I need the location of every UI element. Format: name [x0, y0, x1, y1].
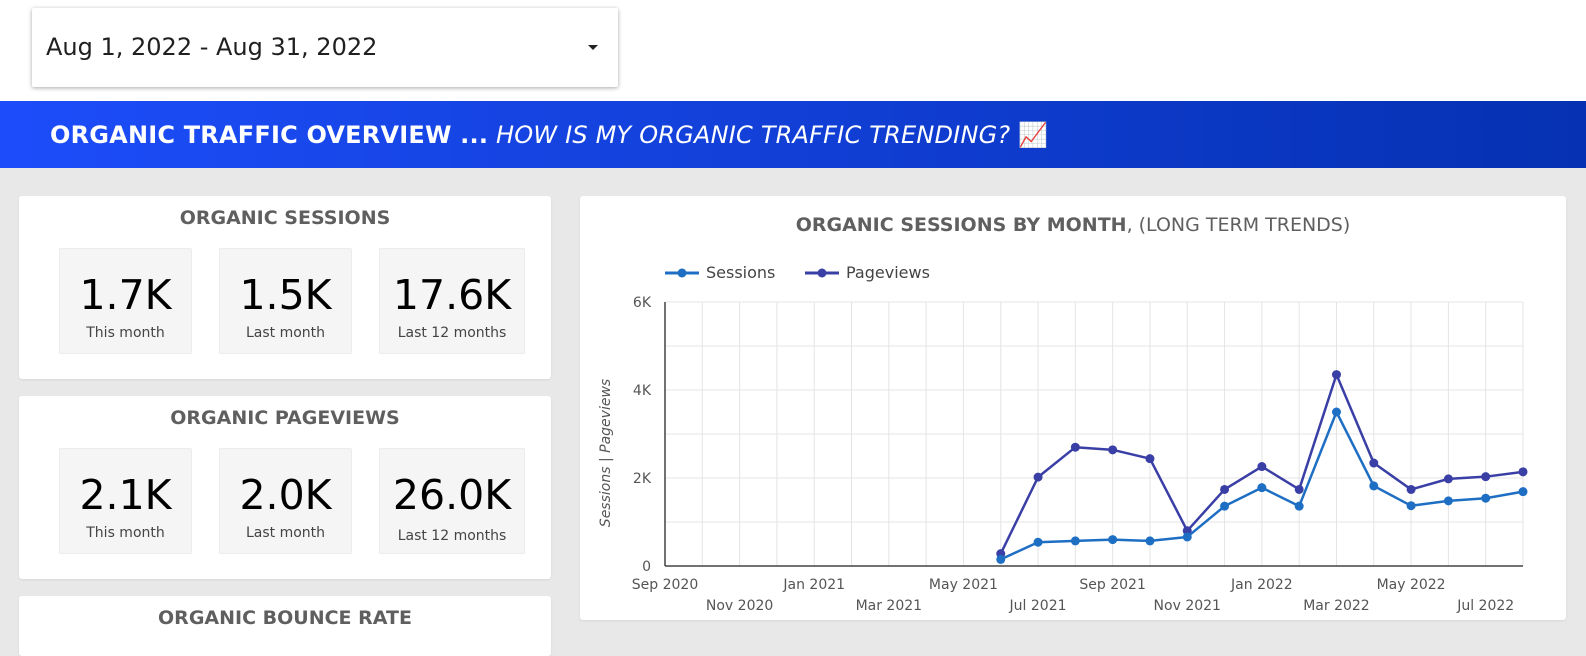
- card-title: ORGANIC SESSIONS: [179, 207, 391, 229]
- data-point-sessions: [1257, 483, 1267, 493]
- kpi-tile: 2.1K This month: [59, 448, 192, 554]
- legend-swatch-marker: [817, 268, 827, 278]
- y-tick-label: 0: [642, 559, 651, 575]
- data-point-pageviews: [1294, 484, 1304, 494]
- kpi-value: 26.0K: [392, 471, 512, 519]
- x-tick-label: Sep 2021: [1079, 577, 1145, 593]
- x-tick-label: Mar 2022: [1303, 598, 1370, 614]
- kpi-label: Last month: [245, 525, 326, 541]
- x-tick-label: Nov 2020: [706, 598, 773, 614]
- data-point-pageviews: [1108, 445, 1118, 455]
- sessions-by-month-chart-card: ORGANIC SESSIONS BY MONTH, (LONG TERM TR…: [580, 196, 1566, 620]
- y-axis-label: Sessions | Pageviews: [598, 379, 614, 527]
- data-point-pageviews: [1518, 467, 1528, 477]
- kpi-value: 2.0K: [239, 471, 332, 519]
- data-point-pageviews: [1331, 370, 1341, 380]
- legend-label: Sessions: [706, 263, 775, 282]
- data-point-sessions: [1145, 536, 1155, 546]
- data-point-sessions: [1220, 501, 1230, 511]
- data-point-sessions: [1294, 501, 1304, 511]
- banner-title-strong: ORGANIC TRAFFIC OVERVIEW ...: [50, 121, 489, 149]
- data-point-pageviews: [1220, 484, 1230, 494]
- data-point-pageviews: [1070, 442, 1080, 452]
- data-point-sessions: [1443, 496, 1453, 506]
- date-range-label: Aug 1, 2022 - Aug 31, 2022: [46, 33, 378, 61]
- page-title: ORGANIC TRAFFIC OVERVIEW ... HOW IS MY O…: [50, 121, 1048, 149]
- kpi-label: This month: [86, 325, 165, 341]
- data-point-sessions: [1033, 537, 1043, 547]
- data-point-pageviews: [1145, 454, 1155, 464]
- kpi-label: This month: [86, 525, 165, 541]
- card-title: ORGANIC PAGEVIEWS: [170, 407, 400, 429]
- x-tick-label: Jul 2021: [1009, 598, 1067, 614]
- chart-title: ORGANIC SESSIONS BY MONTH, (LONG TERM TR…: [580, 214, 1566, 236]
- x-tick-label: May 2021: [929, 577, 998, 593]
- data-point-pageviews: [1369, 458, 1379, 468]
- kpi-value: 17.6K: [392, 271, 512, 319]
- x-tick-label: Jan 2021: [782, 577, 845, 593]
- kpi-tile: 17.6K Last 12 months: [379, 248, 525, 354]
- x-tick-label: Mar 2021: [856, 598, 923, 614]
- kpi-tile: 26.0K Last 12 months: [379, 448, 525, 554]
- x-tick-label: Sep 2020: [632, 577, 698, 593]
- date-range-picker[interactable]: Aug 1, 2022 - Aug 31, 2022: [32, 8, 618, 87]
- data-point-sessions: [996, 554, 1006, 564]
- data-point-sessions: [1369, 481, 1379, 491]
- chart-increasing-icon: 📈: [1018, 121, 1049, 149]
- kpi-tile: 1.7K This month: [59, 248, 192, 354]
- x-tick-label: Jan 2022: [1230, 577, 1293, 593]
- y-tick-label: 2K: [633, 471, 652, 487]
- data-point-sessions: [1182, 532, 1192, 542]
- data-point-sessions: [1406, 501, 1416, 511]
- organic-bounce-rate-card: ORGANIC BOUNCE RATE: [19, 596, 551, 656]
- data-point-pageviews: [1257, 462, 1267, 472]
- data-point-pageviews: [1033, 472, 1043, 482]
- kpi-value: 1.7K: [79, 271, 172, 319]
- x-tick-label: May 2022: [1377, 577, 1446, 593]
- kpi-label: Last 12 months: [397, 325, 507, 341]
- data-point-sessions: [1070, 536, 1080, 546]
- data-point-sessions: [1481, 493, 1491, 503]
- card-title: ORGANIC BOUNCE RATE: [158, 607, 412, 629]
- legend-label: Pageviews: [846, 263, 930, 282]
- legend-swatch-marker: [677, 268, 687, 278]
- x-tick-label: Jul 2022: [1456, 598, 1514, 614]
- y-tick-label: 6K: [633, 295, 652, 311]
- data-point-pageviews: [1182, 526, 1192, 536]
- data-point-pageviews: [1406, 484, 1416, 494]
- data-point-sessions: [1331, 407, 1341, 417]
- y-tick-label: 4K: [633, 383, 652, 399]
- data-point-sessions: [1518, 487, 1528, 497]
- top-bar: Aug 1, 2022 - Aug 31, 2022: [0, 0, 1586, 101]
- line-chart: 0 2K 4K 6K Sep 2020 Nov 2020 Jan 2021 Mar 2021 M…: [598, 263, 1528, 614]
- kpi-tile: 1.5K Last month: [219, 248, 352, 354]
- kpi-value: 2.1K: [79, 471, 172, 519]
- organic-sessions-card: ORGANIC SESSIONS 1.7K This month 1.5K La…: [19, 196, 551, 379]
- data-point-pageviews: [1443, 474, 1453, 484]
- organic-pageviews-card: ORGANIC PAGEVIEWS 2.1K This month 2.0K L…: [19, 396, 551, 579]
- kpi-tile: 2.0K Last month: [219, 448, 352, 554]
- chart-title-rest: , (LONG TERM TRENDS): [1126, 214, 1351, 236]
- kpi-value: 1.5K: [239, 271, 332, 319]
- caret-down-icon[interactable]: [588, 45, 598, 50]
- page-banner: ORGANIC TRAFFIC OVERVIEW ... HOW IS MY O…: [0, 101, 1586, 168]
- data-point-pageviews: [1481, 472, 1491, 482]
- chart-title-strong: ORGANIC SESSIONS BY MONTH: [795, 214, 1127, 236]
- kpi-label: Last month: [245, 325, 326, 341]
- data-point-sessions: [1108, 535, 1118, 545]
- banner-title-italic: HOW IS MY ORGANIC TRAFFIC TRENDING?: [495, 121, 1011, 149]
- x-tick-label: Nov 2021: [1154, 598, 1221, 614]
- kpi-label: Last 12 months: [397, 528, 507, 544]
